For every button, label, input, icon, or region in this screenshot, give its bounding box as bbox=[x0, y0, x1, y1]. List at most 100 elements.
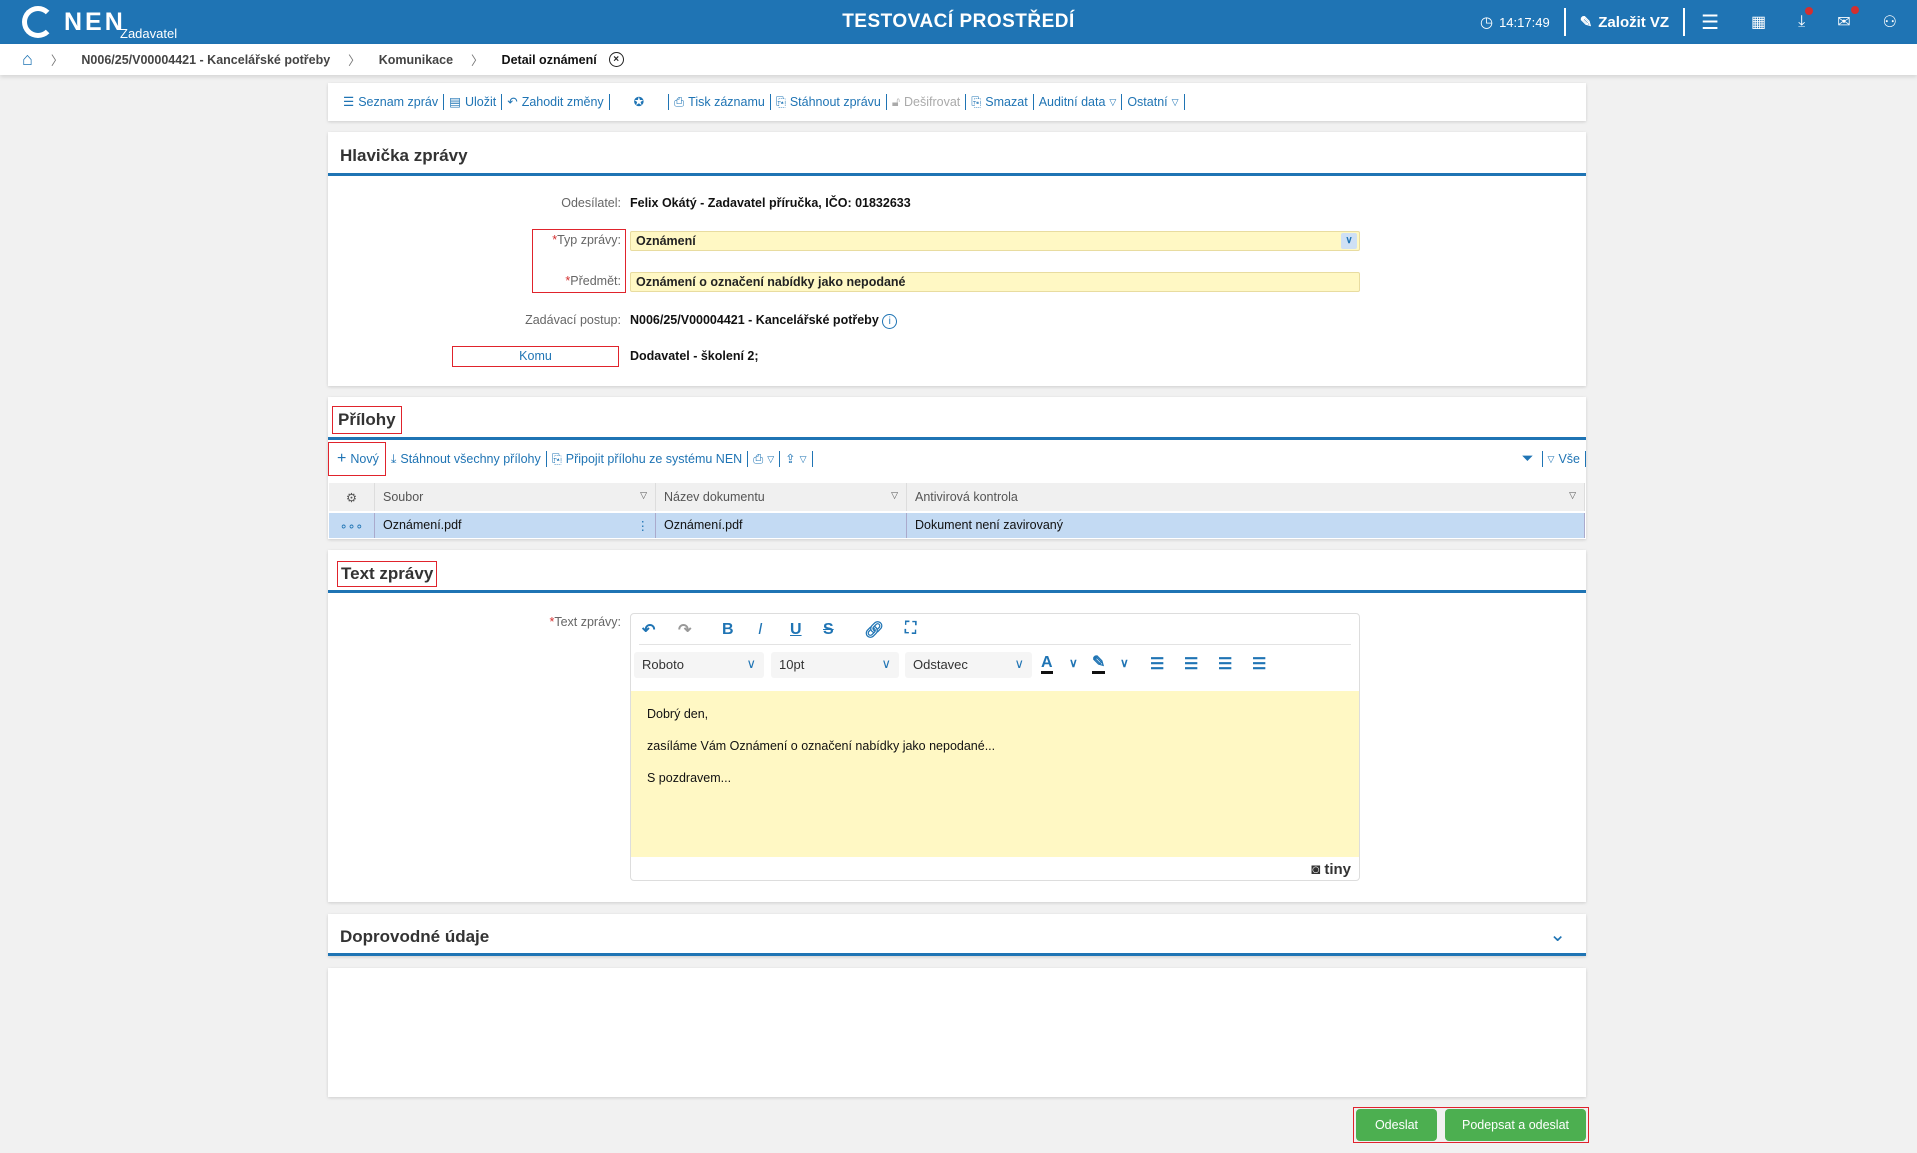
align-center-icon[interactable]: ☰ bbox=[1184, 656, 1199, 673]
column-header-antivirus[interactable]: Antivirová kontrola ▽ bbox=[907, 483, 1585, 511]
nen-logo-icon[interactable] bbox=[22, 6, 54, 38]
highlight-required-fields bbox=[532, 229, 626, 293]
procedure-value: N006/25/V00004421 - Kancelářské potřeby … bbox=[630, 313, 898, 329]
sender-label: Odesílatel: bbox=[561, 196, 621, 210]
link-icon[interactable]: 🔗︎ bbox=[864, 622, 885, 639]
breadcrumb-communication[interactable]: Komunikace bbox=[378, 52, 454, 67]
table-row[interactable]: Oznámení.pdf ⋮ bbox=[375, 513, 656, 538]
delete-icon: ⎘ bbox=[971, 95, 982, 109]
recipients-value: Dodavatel - školení 2; bbox=[630, 349, 759, 363]
kebab-icon[interactable]: ⋮ bbox=[636, 519, 650, 533]
font-size-select[interactable]: 10pt ∨ bbox=[771, 652, 899, 678]
download-icon: ⤓ bbox=[390, 452, 397, 466]
new-attachment-button[interactable]: + Nový bbox=[328, 442, 386, 476]
procedure-label: Zadávací postup: bbox=[525, 313, 621, 327]
bold-icon[interactable]: B bbox=[722, 621, 734, 638]
print-icon: ⎙ bbox=[753, 452, 764, 466]
message-list-button[interactable]: ☰ Seznam zpráv bbox=[338, 94, 445, 110]
export-icon: ⇪ bbox=[785, 452, 796, 466]
chevron-down-icon[interactable]: ∨ bbox=[1069, 656, 1078, 670]
align-left-icon[interactable]: ☰ bbox=[1150, 656, 1165, 673]
decrypt-button[interactable]: 🔓︎ Dešifrovat bbox=[887, 94, 967, 110]
chevron-down-icon: ∨ bbox=[1341, 233, 1357, 249]
text-line: zasíláme Vám Oznámení o označení nabídky… bbox=[647, 739, 996, 753]
cell-antivirus: Dokument není zavirovaný bbox=[907, 513, 1585, 538]
logo-subtitle: Zadavatel bbox=[120, 26, 178, 41]
list-icon: ☰ bbox=[343, 95, 355, 109]
section-title: Doprovodné údaje bbox=[340, 927, 490, 946]
create-vz-button[interactable]: ✎ Založit VZ bbox=[1566, 13, 1683, 32]
text-line: S pozdravem... bbox=[647, 771, 732, 785]
time-value: 14:17:49 bbox=[1499, 14, 1550, 30]
breadcrumb-procedure[interactable]: N006/25/V00004421 - Kancelářské potřeby bbox=[81, 52, 331, 67]
certificate-button[interactable]: ✪ bbox=[610, 94, 670, 110]
discard-button[interactable]: ↶ Zahodit změny bbox=[502, 94, 610, 110]
font-family-select[interactable]: Roboto ∨ bbox=[634, 652, 764, 678]
user-icon[interactable]: ⚇ bbox=[1882, 14, 1897, 31]
text-color-icon[interactable]: A bbox=[1041, 655, 1053, 674]
empty-panel bbox=[328, 968, 1586, 1097]
sender-value: Felix Okátý - Zadavatel příručka, IČO: 0… bbox=[630, 196, 911, 210]
column-header-file[interactable]: Soubor ▽ bbox=[375, 483, 656, 511]
tiny-logo: ◙ tiny bbox=[1311, 861, 1351, 878]
fullscreen-icon[interactable]: ⛶ bbox=[905, 620, 917, 637]
download-message-button[interactable]: ⎘ Stáhnout zprávu bbox=[771, 94, 887, 110]
menu-icon[interactable]: ☰ bbox=[1701, 11, 1720, 34]
info-icon[interactable]: i bbox=[882, 314, 898, 329]
recipients-button[interactable]: Komu bbox=[452, 346, 619, 367]
print-dropdown[interactable]: ⎙ ▽ bbox=[748, 451, 781, 467]
mail-icon[interactable]: ✉ bbox=[1821, 6, 1866, 32]
chevron-down-icon[interactable]: ⌄ bbox=[1549, 924, 1566, 946]
message-type-select[interactable]: Oznámení ∨ bbox=[630, 231, 1360, 251]
chevron-down-icon[interactable]: ∨ bbox=[1120, 656, 1129, 670]
export-dropdown[interactable]: ⇪ ▽ bbox=[780, 451, 813, 467]
other-dropdown[interactable]: Ostatní ▽ bbox=[1122, 94, 1185, 110]
highlight-color-icon[interactable]: ✎ bbox=[1092, 655, 1106, 674]
send-button[interactable]: Odeslat bbox=[1356, 1109, 1437, 1141]
download-all-button[interactable]: ⤓ Stáhnout všechny přílohy bbox=[386, 451, 547, 467]
home-icon[interactable]: ⌂ bbox=[22, 49, 33, 69]
clock: ◷ 14:17:49 bbox=[1466, 13, 1564, 31]
calendar-icon[interactable]: ▦ bbox=[1751, 14, 1767, 31]
italic-icon[interactable]: I bbox=[758, 621, 763, 638]
audit-data-dropdown[interactable]: Auditní data ▽ bbox=[1034, 94, 1123, 110]
download-file-icon: ⎘ bbox=[775, 95, 786, 109]
subject-label: *Předmět: bbox=[565, 274, 621, 288]
block-format-select[interactable]: Odstavec ∨ bbox=[905, 652, 1032, 678]
text-label: *Text zprávy: bbox=[549, 615, 621, 629]
editor-content[interactable]: Dobrý den, zasíláme Vám Oznámení o označ… bbox=[631, 691, 1359, 857]
column-settings-icon[interactable]: ⚙ bbox=[329, 483, 375, 511]
section-title: Přílohy bbox=[332, 406, 402, 434]
filter-icon[interactable]: ⏷ bbox=[1514, 451, 1543, 467]
underline-icon[interactable]: U bbox=[790, 621, 802, 638]
save-icon: ▤ bbox=[449, 95, 461, 109]
section-title: Hlavička zprávy bbox=[340, 146, 468, 165]
logo-text[interactable]: NEN bbox=[64, 8, 126, 36]
close-icon[interactable]: × bbox=[608, 52, 624, 67]
delete-button[interactable]: ⎘ Smazat bbox=[966, 94, 1034, 110]
row-menu-icon[interactable]: ∘∘∘ bbox=[329, 513, 375, 538]
message-toolbar: ☰ Seznam zpráv ▤ Uložit ↶ Zahodit změny ✪ ⎙… bbox=[328, 83, 1586, 121]
attach-icon: ⎘ bbox=[551, 452, 562, 466]
align-right-icon[interactable]: ☰ bbox=[1218, 656, 1233, 673]
download-icon[interactable]: ⤓ bbox=[1782, 7, 1821, 31]
edit-icon: ✎ bbox=[1579, 14, 1593, 31]
filter-all-dropdown[interactable]: ▽ Vše bbox=[1543, 451, 1586, 467]
caret-down-icon: ▽ bbox=[1171, 97, 1179, 107]
save-button[interactable]: ▤ Uložit bbox=[444, 94, 503, 110]
sign-and-send-button[interactable]: Podepsat a odeslat bbox=[1445, 1109, 1586, 1141]
highlight-action-buttons bbox=[1353, 1107, 1589, 1143]
justify-icon[interactable]: ☰ bbox=[1252, 656, 1267, 673]
strikethrough-icon[interactable]: S bbox=[823, 621, 834, 638]
print-icon: ⎙ bbox=[674, 95, 685, 109]
undo-icon[interactable]: ↶ bbox=[642, 622, 656, 639]
subject-input[interactable]: Oznámení o označení nabídky jako nepodan… bbox=[630, 272, 1360, 292]
attach-from-nen-button[interactable]: ⎘ Připojit přílohu ze systému NEN bbox=[547, 451, 749, 467]
redo-icon[interactable]: ↷ bbox=[678, 622, 692, 639]
plus-icon: + bbox=[337, 450, 347, 467]
column-header-name[interactable]: Název dokumentu ▽ bbox=[656, 483, 907, 511]
accompanying-data-section[interactable]: Doprovodné údaje ⌄ bbox=[328, 914, 1586, 956]
certificate-icon: ✪ bbox=[633, 95, 645, 109]
print-record-button[interactable]: ⎙ Tisk záznamu bbox=[669, 94, 771, 110]
environment-title: TESTOVACÍ PROSTŘEDÍ bbox=[842, 11, 1075, 32]
